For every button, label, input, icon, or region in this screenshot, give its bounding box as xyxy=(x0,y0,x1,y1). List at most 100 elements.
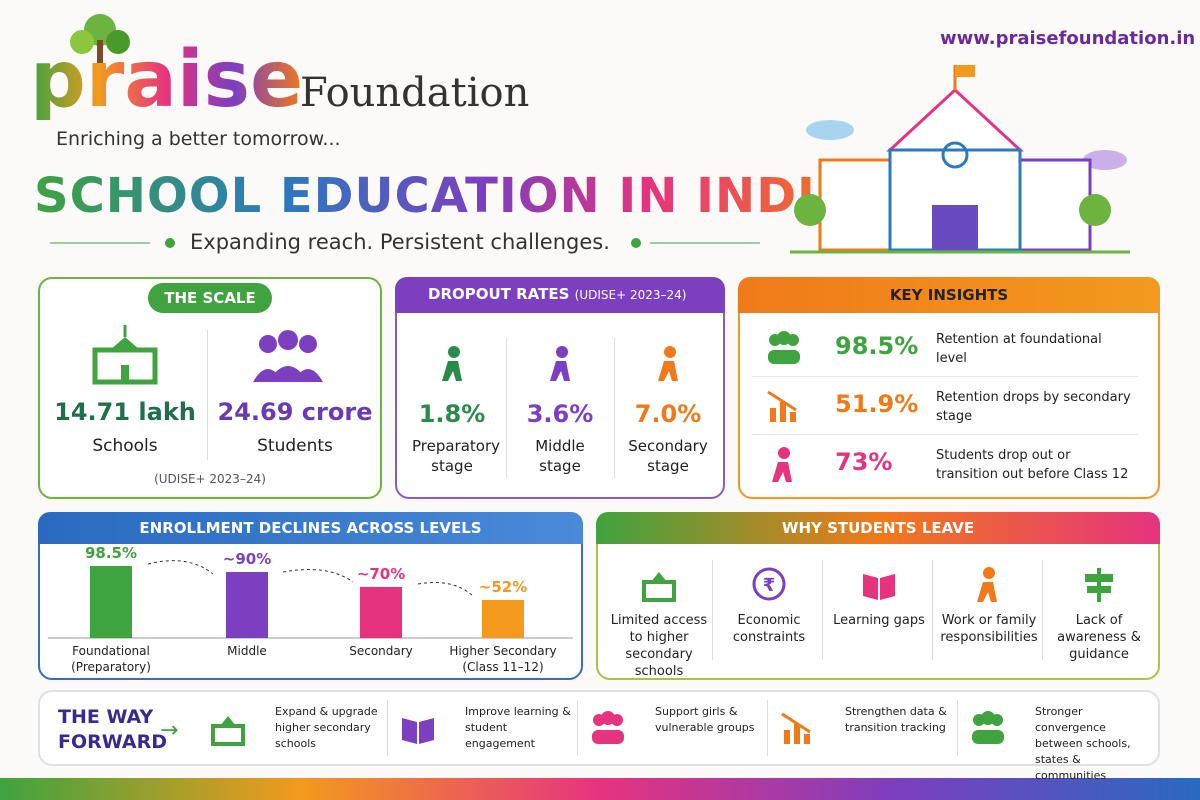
url: www.praisefoundation.in xyxy=(940,28,1196,49)
scale-panel xyxy=(38,277,382,499)
icon xyxy=(970,710,1006,746)
icon xyxy=(436,345,472,381)
insights-panel xyxy=(738,277,1160,499)
insight-value: 51.9% xyxy=(835,390,919,418)
icon xyxy=(1081,566,1117,602)
scale-value: 14.71 lakh xyxy=(54,398,196,426)
forward-text: Improve learning & student engagement xyxy=(465,705,571,750)
icon-art xyxy=(642,572,676,602)
insights-title: KEY INSIGHTS xyxy=(738,277,1160,313)
school-icon xyxy=(92,325,158,385)
forward-arrow: → xyxy=(160,718,179,743)
divider xyxy=(752,434,1138,435)
divider xyxy=(577,700,578,756)
chart-arrows xyxy=(48,560,573,639)
divider xyxy=(822,560,823,660)
divider xyxy=(957,700,958,756)
data-label: 98.5% xyxy=(84,544,138,562)
icon-art xyxy=(442,346,462,381)
icon: ₹ xyxy=(751,566,787,602)
icon-art xyxy=(972,711,1004,744)
forward-text: Strengthen data & transition tracking xyxy=(845,705,947,734)
dropout-label: Middle stage xyxy=(535,437,585,475)
scale-source: (UDISE+ 2023–24) xyxy=(154,472,266,486)
bar xyxy=(226,572,268,638)
icon xyxy=(766,446,802,482)
dropout-panel xyxy=(395,277,725,499)
icon xyxy=(861,566,897,602)
forward-text: Expand & upgrade higher secondary school… xyxy=(275,705,378,750)
forward-text: Support girls & vulnerable groups xyxy=(655,705,755,734)
icon xyxy=(400,710,436,746)
x-tick-label: Foundational (Preparatory) xyxy=(71,644,151,674)
dropout-title-text: DROPOUT RATES xyxy=(428,285,570,303)
x-tick-label: Higher Secondary (Class 11–12) xyxy=(449,644,557,674)
icon-art xyxy=(658,346,678,381)
divider xyxy=(752,376,1138,377)
divider xyxy=(614,338,615,478)
divider xyxy=(767,700,768,756)
chart-title: ENROLLMENT DECLINES ACROSS LEVELS xyxy=(38,512,583,544)
icon-art xyxy=(863,574,895,600)
icon-art xyxy=(767,390,797,422)
icon-art xyxy=(772,447,792,482)
icon-art xyxy=(781,712,811,744)
org-name: Foundation xyxy=(300,70,530,116)
school-illustration xyxy=(790,65,1130,254)
scale-value: 24.69 crore xyxy=(217,398,373,426)
icon-art xyxy=(402,718,434,744)
icon-art xyxy=(977,567,997,602)
bar xyxy=(482,599,524,638)
icon xyxy=(544,345,580,381)
dropout-title: DROPOUT RATES (UDISE+ 2023–24) xyxy=(428,285,686,303)
dropout-label: Preparatory stage xyxy=(412,437,501,475)
dropout-header xyxy=(395,277,725,313)
scale-label: Students xyxy=(257,436,333,456)
divider xyxy=(506,338,507,478)
dropout-source: (UDISE+ 2023–24) xyxy=(574,288,687,302)
forward-text: Stronger convergence between schools, st… xyxy=(1035,705,1131,782)
dropout-label: Secondary stage xyxy=(628,437,708,475)
data-label: ~90% xyxy=(222,550,272,569)
why-text: Learning gaps xyxy=(833,613,925,628)
icon xyxy=(766,330,802,366)
logo: praise xyxy=(30,35,303,125)
data-label: ~70% xyxy=(356,564,406,583)
forward-title: THE WAY FORWARD xyxy=(58,706,167,753)
x-tick-label: Middle xyxy=(227,644,267,658)
tree-icon xyxy=(70,14,130,70)
tagline: Enriching a better tomorrow... xyxy=(56,128,341,150)
why-text: Economic constraints xyxy=(732,613,806,645)
bar xyxy=(360,586,402,638)
dropout-value: 7.0% xyxy=(634,400,702,428)
icon-art xyxy=(550,346,570,381)
divider xyxy=(387,700,388,756)
icon xyxy=(641,566,677,602)
icon xyxy=(590,710,626,746)
insight-value: 98.5% xyxy=(835,332,919,360)
why-text: Lack of awareness & guidance xyxy=(1057,613,1141,662)
insight-text: Retention drops by secondary stage xyxy=(936,390,1131,424)
icon-art xyxy=(211,716,245,746)
icon-art xyxy=(768,331,800,364)
dropout-value: 1.8% xyxy=(418,400,486,428)
divider xyxy=(1042,560,1043,660)
insight-text: Students drop out or transition out befo… xyxy=(936,448,1129,482)
icon xyxy=(210,710,246,746)
divider xyxy=(932,560,933,660)
students-icon xyxy=(253,330,323,382)
why-title: WHY STUDENTS LEAVE xyxy=(596,512,1160,544)
icon xyxy=(971,566,1007,602)
why-text: Work or family responsibilities xyxy=(940,613,1038,645)
data-label: ~52% xyxy=(478,577,528,596)
insight-text: Retention at foundational level xyxy=(936,332,1102,366)
svg-text:₹: ₹ xyxy=(763,575,776,596)
subtitle-rule xyxy=(50,238,760,248)
subtitle: Expanding reach. Persistent challenges. xyxy=(190,230,610,254)
title: SCHOOL EDUCATION IN INDIA xyxy=(34,168,855,224)
footer-bar xyxy=(0,778,1200,800)
icon xyxy=(780,710,816,746)
divider xyxy=(712,560,713,660)
icon-art xyxy=(1085,568,1113,602)
